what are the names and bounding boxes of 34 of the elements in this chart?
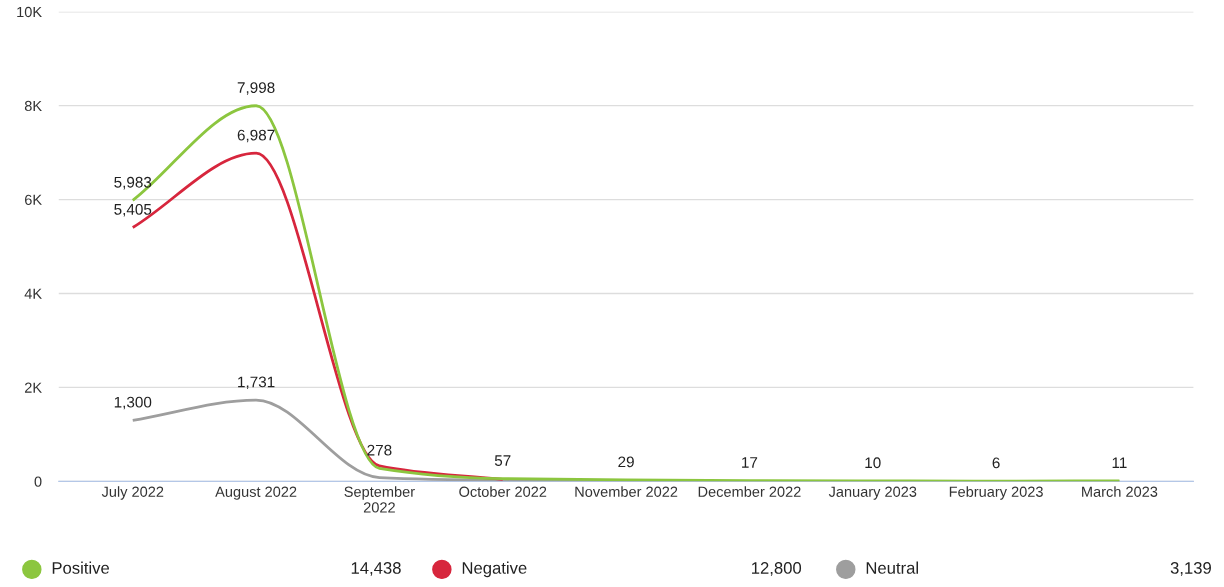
x-tick-label: July 2022 [101,486,164,500]
text: 3,139 [1170,562,1211,576]
y-tick-label: 0 [34,476,42,487]
data-label: 1,300 [114,396,152,410]
x-tick-label: September 2022 [344,486,415,513]
data-label: 10 [865,457,881,469]
legend-label: Negative [462,561,527,578]
data-label: 6,987 [237,129,275,143]
data-label: 5,983 [114,176,152,190]
y-tick-label: 4K [24,288,42,299]
data-label: 29 [618,456,634,468]
y-tick-label: 6K [24,194,42,206]
text: 12,800 [752,562,802,576]
y-tick-label: 8K [24,100,42,112]
data-label: 7,998 [237,82,275,95]
x-tick-label: November 2022 [575,486,678,497]
data-label: 11 [1112,457,1127,468]
x-tick-label: August 2022 [215,486,297,500]
data-label: 278 [367,444,392,456]
legend-label: Positive [52,561,110,574]
legend-label: Neutral [866,561,918,574]
x-tick-label: February 2023 [949,486,1043,500]
x-tick-label: December 2022 [698,486,801,497]
data-label: 17 [742,457,758,468]
data-label: 5,405 [114,203,152,217]
x-tick-label: March 2023 [1082,486,1158,497]
data-label: 1,731 [238,376,275,390]
x-tick-label: October 2022 [459,486,547,497]
y-tick-label: 10K [17,6,42,18]
data-label: 6 [992,457,1000,469]
text: 14,438 [351,562,401,576]
x-tick-label: January 2023 [828,486,917,500]
data-label: 57 [494,455,511,466]
y-tick-label: 2K [24,382,42,393]
